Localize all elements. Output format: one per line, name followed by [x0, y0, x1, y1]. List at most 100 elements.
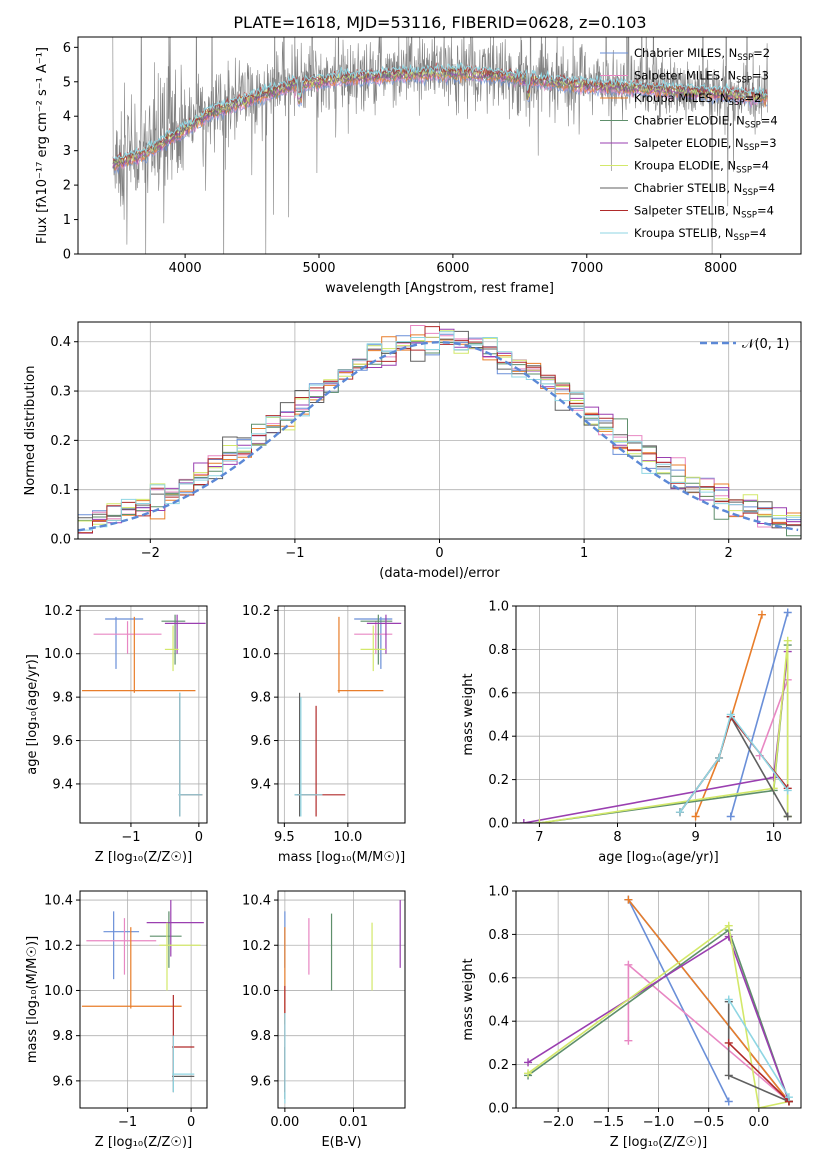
mass-weight-marker: [624, 895, 633, 904]
mass-weight-marker: [724, 995, 733, 1004]
axes-frame: [277, 605, 406, 824]
mass-weight-line: [527, 924, 790, 1108]
y-tick-label: 10.0: [242, 647, 271, 662]
figure-title: PLATE=1618, MJD=53116, FIBERID=0628, z=0…: [233, 13, 646, 32]
x-axis-label: E(B-V): [321, 1135, 361, 1150]
legend: Chabrier MILES, NSSP=2 Salpeter MILES, NS…: [600, 46, 778, 243]
x-tick-label: −1: [121, 830, 140, 845]
y-axis-label: mass weight: [461, 958, 476, 1040]
gaussian-curve: [78, 340, 799, 532]
x-tick-label: −1: [285, 546, 304, 561]
y-tick-label: 9.8: [250, 1029, 271, 1044]
y-tick-label: 10.0: [44, 647, 73, 662]
x-tick-label: 0: [187, 1115, 195, 1130]
x-tick-label: 0.01: [339, 1115, 368, 1130]
y-tick-label: 9.6: [52, 1074, 73, 1089]
x-tick-label: −0.5: [693, 1115, 725, 1130]
y-tick-label: 1.0: [488, 885, 509, 900]
y-tick-label: 10.0: [242, 984, 271, 999]
y-tick-label: 0: [63, 248, 71, 263]
panel-mass-vs-Z: −1 0 9.6 9.8 10.0 10.2 10.4 Z [log₁₀(Z/Z☉)] mass…: [25, 890, 208, 1150]
mass-weight-marker: [783, 636, 792, 645]
y-tick-label: 9.8: [52, 691, 73, 706]
y-tick-label: 4: [63, 110, 71, 125]
plot-area: [82, 614, 206, 817]
mass-weight-line: [729, 612, 789, 817]
y-tick-label: 0.2: [488, 773, 509, 788]
x-tick-label: 7000: [570, 261, 603, 276]
x-axis-label: (data-model)/error: [379, 566, 500, 581]
model-spectrum-line: [112, 61, 768, 160]
mass-weight-marker: [624, 1036, 633, 1045]
y-tick-label: 0.2: [50, 434, 71, 449]
y-axis-label: mass weight: [461, 673, 476, 755]
axes-frame: [515, 890, 802, 1109]
residual-histogram: [78, 331, 801, 531]
y-tick-label: 0.4: [488, 730, 509, 745]
x-tick-label: 4000: [169, 261, 202, 276]
y-tick-label: 0.6: [488, 971, 509, 986]
axes-frame: [79, 890, 208, 1109]
axes-frame: [77, 321, 802, 540]
mass-weight-marker: [675, 808, 684, 817]
mass-weight-line: [679, 714, 789, 813]
x-tick-label: 0: [435, 546, 443, 561]
x-tick-label: −2.0: [542, 1115, 574, 1130]
y-tick-label: 2: [63, 179, 71, 194]
y-tick-label: 10.2: [242, 939, 271, 954]
axes-frame: [277, 890, 406, 1109]
mass-weight-marker: [769, 773, 778, 782]
legend-label: 𝒩(0, 1): [742, 337, 789, 352]
x-tick-label: 9: [691, 830, 699, 845]
y-tick-label: 0.4: [50, 335, 71, 350]
x-axis-label: age [log₁₀(age/yr)]: [598, 850, 719, 865]
mass-weight-line: [728, 1042, 790, 1103]
mass-weight-marker: [519, 819, 528, 823]
x-axis-label: wavelength [Angstrom, rest frame]: [325, 281, 554, 296]
y-tick-label: 10.4: [242, 894, 271, 909]
mass-weight-marker: [624, 960, 633, 969]
legend-label: Kroupa ELODIE, NSSP=4: [634, 159, 769, 176]
legend-label: Kroupa STELIB, NSSP=4: [634, 226, 766, 243]
mass-weight-marker: [524, 1058, 533, 1067]
plot-area: [524, 895, 793, 1108]
mass-weight-marker: [726, 710, 735, 719]
mass-weight-marker: [724, 921, 733, 930]
y-tick-label: 0.1: [50, 483, 71, 498]
mass-weight-marker: [783, 812, 792, 821]
mass-weight-line: [728, 999, 790, 1098]
y-tick-label: 0.8: [488, 643, 509, 658]
x-tick-label: 8: [613, 830, 621, 845]
y-tick-label: 9.4: [52, 777, 73, 792]
legend-label: Chabrier STELIB, NSSP=4: [634, 181, 775, 198]
x-tick-label: 10.0: [333, 830, 362, 845]
mass-weight-marker: [724, 932, 733, 941]
y-axis-label: Flux [fλ10⁻¹⁷ erg cm⁻² s⁻¹ A⁻¹]: [35, 47, 50, 244]
x-tick-label: 0.00: [270, 1115, 299, 1130]
plot-area: [112, 37, 768, 254]
y-tick-label: 3: [63, 144, 71, 159]
y-tick-label: 9.6: [52, 734, 73, 749]
x-tick-label: 1: [580, 546, 588, 561]
y-tick-label: 9.8: [250, 691, 271, 706]
panel-mass-vs-EBV: 0.00 0.01 9.6 9.8 10.0 10.2 10.4 E(B-V): [242, 890, 406, 1150]
legend-label: Salpeter ELODIE, NSSP=3: [634, 136, 777, 153]
plot-area: [81, 900, 204, 1093]
y-tick-label: 0.3: [50, 385, 71, 400]
mass-weight-marker: [726, 812, 735, 821]
y-tick-label: 9.8: [52, 1029, 73, 1044]
x-axis-label: Z [log₁₀(Z/Z☉)]: [95, 850, 192, 865]
y-tick-label: 10.2: [44, 939, 73, 954]
mass-weight-marker: [724, 1071, 733, 1080]
y-tick-label: 0.0: [50, 533, 71, 548]
mass-weight-marker: [524, 1069, 533, 1078]
panel-massweight-vs-Z: −2.0 −1.5 −1.0 −0.5 0.0 0.0 0.2 0.4 0.6 0.8 1.0 Z […: [461, 885, 802, 1150]
x-tick-label: 9.5: [274, 830, 295, 845]
panel-age-vs-Z: −1 0 9.4 9.6 9.8 10.0 10.2 Z [log₁₀(Z/Z☉)] age […: [25, 604, 208, 865]
y-tick-label: 10.2: [44, 604, 73, 619]
x-tick-label: 8000: [704, 261, 737, 276]
panel-massweight-vs-age: 7 8 9 10 0.0 0.2 0.4 0.6 0.8 1.0 age [log₁₀(age/yr…: [461, 600, 802, 865]
y-tick-label: 5: [63, 75, 71, 90]
y-tick-label: 0.4: [488, 1015, 509, 1030]
plot-area: [519, 608, 792, 823]
